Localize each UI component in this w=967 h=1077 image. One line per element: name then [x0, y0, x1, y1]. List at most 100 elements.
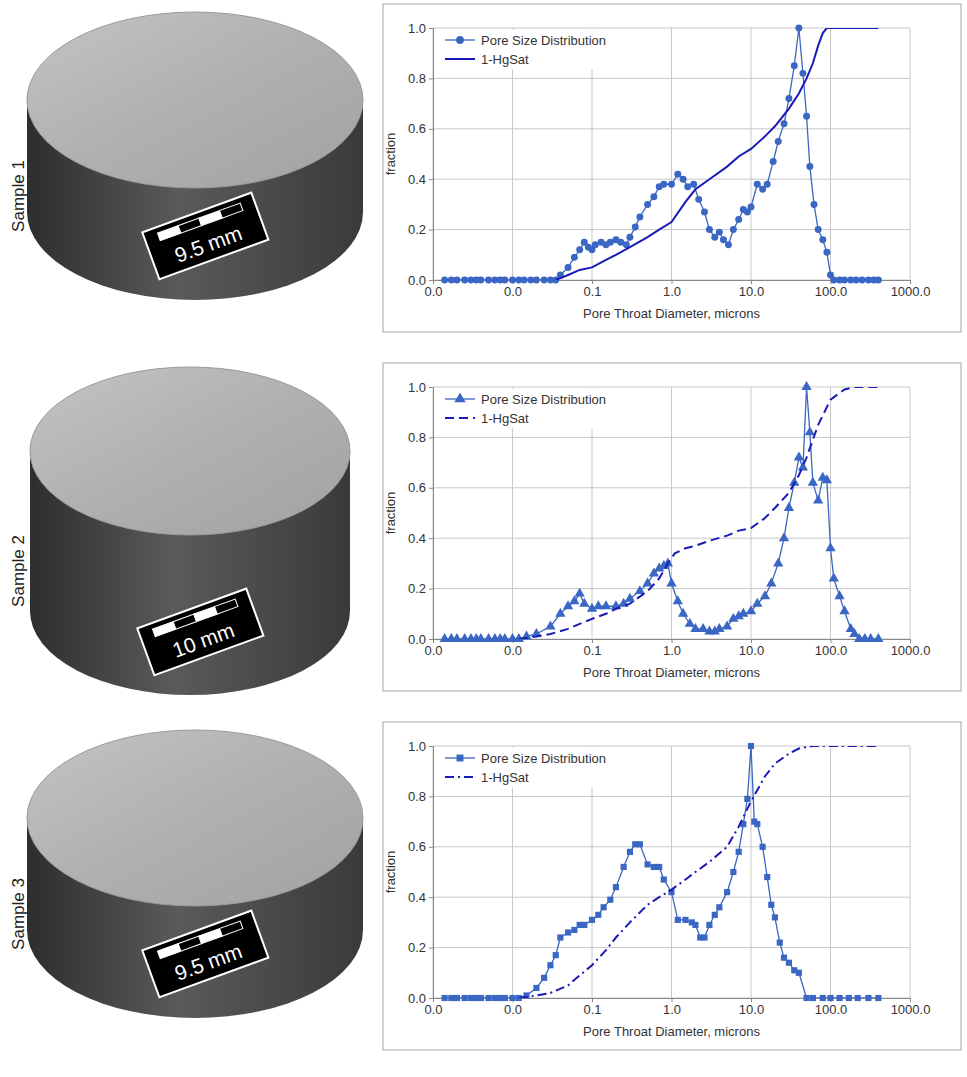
series-marker: [454, 995, 460, 1001]
y-tick: 0.2: [408, 581, 433, 596]
series-marker: [684, 183, 691, 190]
series-marker: [724, 889, 730, 895]
series-marker: [625, 593, 635, 602]
y-tick-mark: [429, 639, 433, 640]
series-marker: [815, 226, 822, 233]
series-marker: [680, 176, 687, 183]
series-marker: [589, 917, 595, 923]
series-marker: [601, 904, 607, 910]
y-tick-label: 1.0: [408, 739, 426, 754]
series-marker: [668, 181, 675, 188]
series-marker: [875, 995, 881, 1001]
scale-bar: 10 mm: [137, 589, 263, 676]
series-marker: [502, 995, 508, 1001]
x-tick-label: 1.0: [663, 284, 681, 299]
x-tick: 0.1: [583, 998, 601, 1017]
legend-swatch-marker: [457, 755, 464, 762]
series-marker: [823, 249, 830, 256]
y-tick-label: 0.6: [408, 121, 426, 136]
series-marker: [798, 462, 808, 471]
y-tick-mark: [429, 746, 433, 747]
scale-bar-box: [137, 589, 263, 676]
x-tick-label: 0.1: [583, 1002, 601, 1017]
y-tick-mark: [429, 437, 433, 438]
series-marker: [773, 557, 783, 566]
legend-swatch-line: [445, 417, 475, 419]
series-marker: [841, 277, 848, 284]
series-marker: [805, 426, 815, 435]
y-tick-label: 0.0: [408, 273, 426, 288]
series-marker: [794, 452, 804, 461]
x-tick-label: 0.0: [504, 1002, 522, 1017]
grid-line-x: [751, 387, 752, 639]
series-marker: [509, 995, 515, 1001]
series-marker: [706, 922, 712, 928]
series-marker: [651, 864, 657, 870]
series-marker: [541, 975, 547, 981]
grid-line-x: [910, 746, 911, 998]
series-marker: [607, 897, 613, 903]
series-marker: [621, 864, 627, 870]
y-tick-mark: [429, 28, 433, 29]
y-tick: 0.4: [408, 172, 433, 187]
x-tick-label: 10.0: [739, 284, 764, 299]
legend-swatch-line: [445, 776, 475, 778]
series-marker: [768, 902, 774, 908]
series-marker: [748, 743, 754, 749]
series-marker: [533, 277, 540, 284]
scale-bar-segment: [157, 944, 180, 959]
scale-bar-segment: [220, 921, 243, 936]
series-marker: [736, 849, 742, 855]
x-axis-title: Pore Throat Diameter, microns: [583, 665, 760, 680]
series-marker: [735, 216, 742, 223]
grid-line-y: [433, 947, 910, 948]
legend-label: 1-HgSat: [481, 770, 529, 785]
series-marker: [701, 934, 707, 940]
grid-line-y: [433, 588, 910, 589]
x-tick-label: 100.0: [815, 643, 848, 658]
series-marker: [674, 171, 681, 178]
series-marker: [637, 841, 643, 847]
y-axis-line: [429, 29, 434, 281]
series-marker: [754, 181, 761, 188]
series-marker: [485, 995, 491, 1001]
x-tick: 1000.0: [891, 998, 931, 1017]
series-marker: [453, 277, 460, 284]
series-marker: [811, 201, 818, 208]
y-tick-label: 0.8: [408, 789, 426, 804]
series-marker: [695, 196, 702, 203]
grid-line-y: [433, 746, 910, 747]
series-marker: [754, 821, 760, 827]
series-marker: [673, 595, 683, 604]
series-marker: [714, 623, 724, 632]
legend-label: Pore Size Distribution: [481, 392, 606, 407]
series-marker: [803, 995, 809, 1001]
series-marker: [601, 600, 611, 609]
chart-frame: [383, 722, 961, 1050]
series-marker: [565, 929, 571, 935]
series-marker: [777, 939, 783, 945]
scale-bar-label: 10 mm: [169, 618, 237, 662]
y-tick-label: 0.6: [408, 480, 426, 495]
x-tick-label: 0.0: [504, 643, 522, 658]
y-tick-mark: [429, 488, 433, 489]
x-tick-label: 100.0: [815, 284, 848, 299]
legend-background: [442, 30, 611, 70]
legend-swatch-marker: [454, 392, 465, 402]
x-tick: 0.0: [424, 280, 442, 299]
x-tick-label: 0.0: [424, 284, 442, 299]
legend-background: [442, 748, 611, 788]
series-marker: [819, 236, 826, 243]
grid: [433, 746, 910, 998]
series-marker: [855, 995, 861, 1001]
grid-line-x: [671, 387, 672, 639]
series-marker: [770, 158, 777, 165]
series-marker: [442, 995, 448, 1001]
grid-line-y: [433, 846, 910, 847]
cylinder-top: [27, 730, 363, 906]
legend-background: [442, 389, 611, 429]
y-tick: 0.8: [408, 430, 433, 445]
scale-bar-segment: [178, 218, 201, 233]
series-marker: [675, 917, 681, 923]
legend-item: Pore Size Distribution: [445, 751, 606, 766]
